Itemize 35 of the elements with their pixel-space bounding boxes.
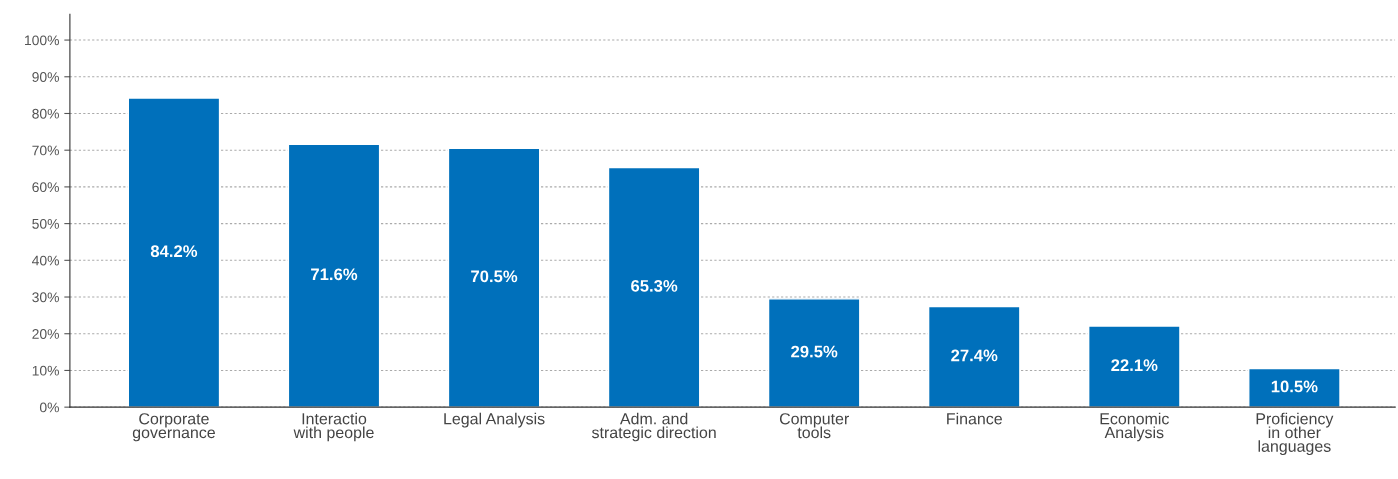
x-tick-label: Interactio with people: [293, 412, 374, 442]
y-tick-label: 30%: [32, 292, 59, 303]
x-tick-label: Corporate governance: [132, 413, 215, 442]
bar: [607, 166, 701, 408]
y-tick-label: 10%: [32, 365, 59, 376]
data-label: 27.4%: [951, 349, 998, 362]
x-tick-label: Economic Analysis: [1100, 412, 1169, 442]
bar: [1087, 325, 1181, 408]
data-label: 84.2%: [150, 245, 198, 258]
bar: [287, 143, 381, 408]
data-label: 65.3%: [631, 279, 678, 292]
y-tick-label: 80%: [32, 108, 59, 119]
data-label: 29.5%: [791, 345, 838, 358]
x-tick-label: Proficiency in other languages: [1256, 412, 1334, 456]
data-label: 71.6%: [311, 268, 358, 281]
y-tick-label: 50%: [32, 218, 59, 229]
bar: [767, 298, 861, 408]
y-tick-label: 90%: [32, 72, 59, 82]
x-tick-label: Legal Analysis: [444, 412, 545, 428]
bar: [1248, 367, 1341, 408]
y-tick-label: 100%: [25, 35, 59, 46]
y-tick-label: 70%: [32, 145, 59, 156]
bar: [127, 97, 221, 408]
bar: [927, 305, 1021, 408]
x-tick-label: Finance: [947, 412, 1002, 425]
x-tick-label: Adm. and strategic direction: [591, 412, 716, 442]
y-tick-label: 60%: [32, 182, 59, 193]
data-label: 70.5%: [471, 270, 518, 283]
x-tick-label: Computer tools: [779, 413, 849, 439]
y-tick-label: 40%: [32, 255, 59, 266]
data-label: 22.1%: [1111, 359, 1158, 372]
data-label: 10.5%: [1271, 380, 1318, 393]
bar: [447, 147, 541, 408]
y-tick-label: 0%: [39, 402, 59, 413]
y-tick-label: 20%: [32, 329, 59, 339]
